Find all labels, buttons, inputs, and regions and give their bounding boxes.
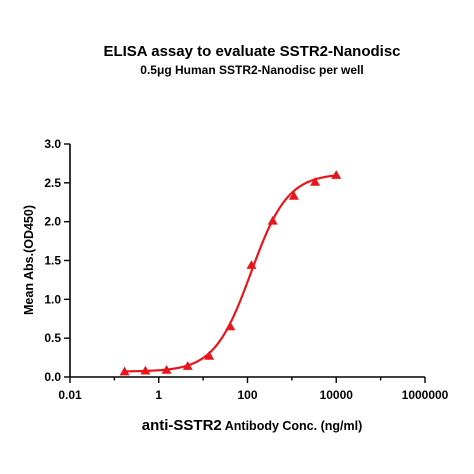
x-tick-label: 1 [155,388,162,402]
chart-subtitle: 0.5μg Human SSTR2-Nanodisc per well [140,63,363,77]
x-tick-label: 100 [237,388,257,402]
data-point-triangle [140,365,151,375]
data-point-triangle [246,260,257,269]
y-axis-ticks: 0.0 0.5 1.0 1.5 2.0 2.5 3.0 [44,137,70,384]
fit-curve [124,174,337,373]
fit-curve-layer [124,174,337,373]
axes [69,144,425,378]
data-point-triangle [288,191,299,200]
data-points [119,170,342,376]
y-tick-label: 0.0 [44,370,61,384]
x-axis-label-bold: anti-SSTR2 [142,417,222,434]
x-tick-label: 0.01 [58,388,82,402]
x-axis-label-rest: Antibody Conc. (ng/ml) [222,419,363,433]
y-tick-label: 3.0 [44,137,61,151]
data-point-triangle [331,170,342,179]
data-point-triangle [161,365,172,374]
y-tick-label: 0.5 [44,331,61,345]
data-point-triangle [225,321,236,331]
data-point-triangle [267,215,278,225]
y-tick-label: 1.5 [44,254,61,268]
x-axis-ticks: 0.01 1 100 10000 1000000 [58,377,449,402]
x-axis-label: anti-SSTR2 Antibody Conc. (ng/ml) [142,417,363,434]
x-tick-label: 10000 [320,388,354,402]
data-point-triangle [182,361,193,370]
data-point-triangle [119,366,130,376]
chart-title: ELISA assay to evaluate SSTR2-Nanodisc [103,43,400,60]
y-tick-label: 2.5 [44,176,61,190]
data-point-triangle [310,177,321,186]
y-tick-label: 2.0 [44,215,61,229]
data-point-triangle [204,351,215,360]
y-tick-label: 1.0 [44,292,61,306]
x-tick-label: 1000000 [402,388,449,402]
y-axis-label: Mean Abs.(OD450) [22,205,36,315]
